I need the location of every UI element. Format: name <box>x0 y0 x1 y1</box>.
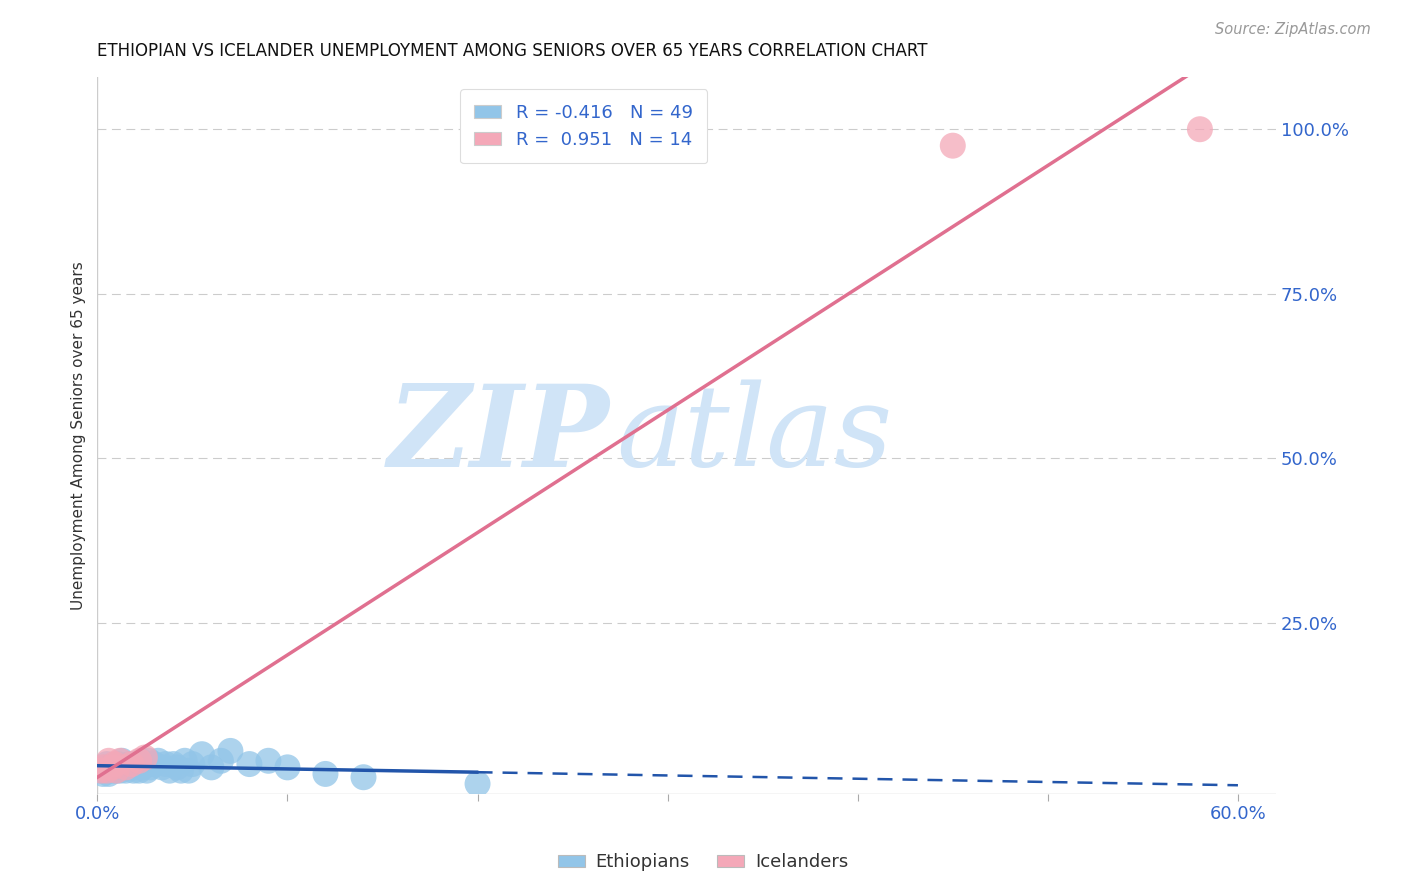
Point <box>115 760 138 774</box>
Point <box>134 757 156 772</box>
Point <box>108 764 131 778</box>
Point <box>115 764 138 778</box>
Y-axis label: Unemployment Among Seniors over 65 years: Unemployment Among Seniors over 65 years <box>72 260 86 609</box>
Point <box>128 764 150 778</box>
Point <box>96 757 118 772</box>
Point <box>159 764 181 778</box>
Point <box>90 764 112 778</box>
Text: atlas: atlas <box>616 380 893 491</box>
Point <box>148 754 170 768</box>
Point <box>91 767 114 781</box>
Point <box>103 760 125 774</box>
Point <box>150 760 173 774</box>
Point <box>101 760 124 774</box>
Point <box>105 764 128 778</box>
Point <box>257 754 280 768</box>
Point <box>121 760 143 774</box>
Point <box>129 754 152 768</box>
Point <box>122 764 145 778</box>
Point <box>127 757 149 772</box>
Point <box>97 767 120 781</box>
Point <box>90 764 112 778</box>
Point <box>107 757 129 772</box>
Point <box>276 760 298 774</box>
Point <box>132 760 155 774</box>
Point <box>200 760 222 774</box>
Point <box>135 764 157 778</box>
Point <box>128 754 150 768</box>
Point <box>124 760 146 774</box>
Point <box>97 754 120 768</box>
Point <box>209 754 232 768</box>
Point <box>117 760 139 774</box>
Point <box>103 757 125 772</box>
Legend: R = -0.416   N = 49, R =  0.951   N = 14: R = -0.416 N = 49, R = 0.951 N = 14 <box>460 89 707 163</box>
Point <box>353 770 375 784</box>
Point <box>1188 122 1211 136</box>
Point <box>112 760 135 774</box>
Point <box>467 777 489 791</box>
Point <box>105 764 128 778</box>
Point <box>162 757 184 772</box>
Point <box>111 754 134 768</box>
Text: ZIP: ZIP <box>388 380 610 491</box>
Point <box>314 767 336 781</box>
Point <box>138 754 160 768</box>
Point <box>177 764 200 778</box>
Point <box>173 754 195 768</box>
Point <box>170 764 193 778</box>
Point <box>143 757 166 772</box>
Point <box>191 747 214 762</box>
Point <box>101 764 124 778</box>
Text: ETHIOPIAN VS ICELANDER UNEMPLOYMENT AMONG SENIORS OVER 65 YEARS CORRELATION CHAR: ETHIOPIAN VS ICELANDER UNEMPLOYMENT AMON… <box>97 42 928 60</box>
Point <box>181 757 204 772</box>
Point <box>118 757 141 772</box>
Point <box>121 757 143 772</box>
Text: Source: ZipAtlas.com: Source: ZipAtlas.com <box>1215 22 1371 37</box>
Point <box>96 764 118 778</box>
Point <box>155 757 177 772</box>
Point <box>134 750 156 764</box>
Point <box>91 760 114 774</box>
Point <box>219 744 242 758</box>
Point <box>96 764 118 778</box>
Legend: Ethiopians, Icelanders: Ethiopians, Icelanders <box>551 847 855 879</box>
Point <box>108 754 131 768</box>
Point <box>139 760 162 774</box>
Point <box>942 138 965 153</box>
Point <box>94 760 117 774</box>
Point <box>238 757 260 772</box>
Point <box>166 760 188 774</box>
Point <box>100 760 122 774</box>
